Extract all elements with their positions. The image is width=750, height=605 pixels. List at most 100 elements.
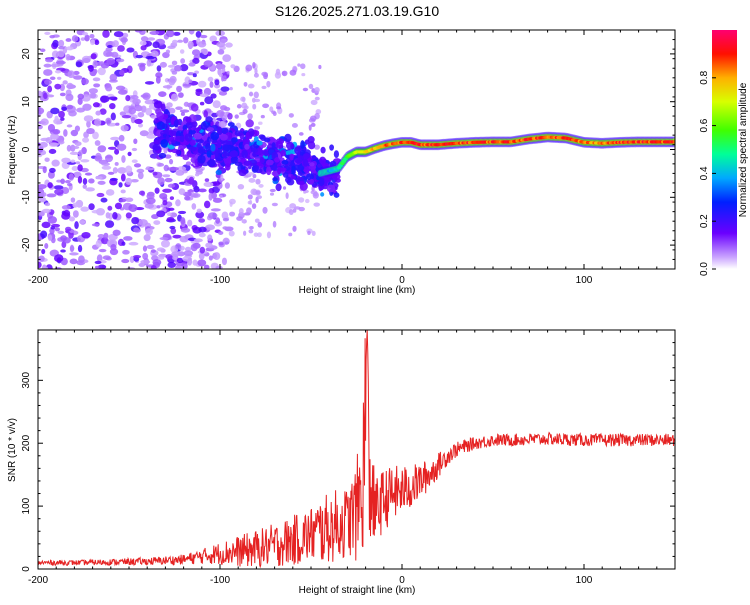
heatmap-noise-point [203,110,208,118]
heatmap-noise-point [255,178,261,185]
heatmap-noise-point [81,147,87,155]
heatmap-noise-point [99,61,104,65]
heatmap-noise-point [39,141,48,148]
heatmap-noise-point [179,64,189,72]
heatmap-noise-point [247,83,255,89]
heatmap-noise-point [188,79,193,83]
heatmap-noise-point [162,200,168,206]
heatmap-noise-point [44,157,50,162]
heatmap-noise-point [134,30,143,33]
heatmap-noise-point [266,231,272,239]
heatmap-noise-point [103,232,109,239]
heatmap-cluster-point [244,143,250,150]
heatmap-noise-point [136,168,145,174]
heatmap-noise-point [212,181,221,187]
heatmap-cluster-point [188,146,197,152]
heatmap-noise-point [47,171,55,179]
heatmap-noise-point [298,206,305,212]
heatmap-noise-point [207,234,213,242]
heatmap-noise-point [198,232,206,238]
spectrogram-y-label: Frequency (Hz) [7,116,18,185]
heatmap-noise-point [181,262,188,269]
heatmap-noise-point [142,245,148,252]
heatmap-noise-point [88,178,95,184]
heatmap-noise-point [51,159,60,167]
heatmap-noise-point [173,31,181,36]
heatmap-noise-point [192,259,198,266]
heatmap-noise-point [186,178,195,185]
heatmap-noise-point [167,212,172,217]
heatmap-noise-point [199,93,209,98]
heatmap-noise-point [226,70,230,75]
heatmap-noise-point [146,244,155,250]
heatmap-noise-point [120,189,126,194]
heatmap-noise-point [128,241,139,246]
heatmap-cluster-point [329,144,334,151]
heatmap-noise-point [175,199,181,207]
heatmap-noise-point [112,40,119,48]
heatmap-noise-point [180,217,186,225]
heatmap-noise-point [288,113,294,118]
heatmap-cluster-point [259,156,265,164]
heatmap-noise-point [135,54,143,59]
spectrogram-y-tick-label: -20 [21,237,32,252]
heatmap-noise-point [177,210,187,215]
heatmap-noise-point [49,167,56,173]
heatmap-cluster-point [175,149,181,155]
heatmap-noise-point [252,62,256,69]
heatmap-cluster-point [262,150,269,156]
heatmap-noise-point [135,105,143,112]
heatmap-noise-point [115,85,126,91]
heatmap-noise-point [269,192,275,196]
heatmap-noise-point [241,219,245,224]
heatmap-noise-point [121,115,132,119]
heatmap-noise-point [220,86,230,92]
heatmap-noise-point [97,264,107,269]
heatmap-noise-point [106,57,116,66]
heatmap-ridge-point [672,140,675,144]
snr-panel: -200 -100 0 100 0 100 200 300 Height of straig… [7,329,676,596]
heatmap-noise-point [51,50,60,59]
snr-x-tick-label: 0 [399,575,405,586]
heatmap-cluster-point [187,153,196,158]
heatmap-noise-point [195,168,204,172]
heatmap-noise-point [82,57,91,64]
heatmap-cluster-point [245,131,250,141]
heatmap-noise-point [68,216,75,222]
heatmap-noise-point [166,216,175,222]
heatmap-noise-point [99,108,107,115]
heatmap-cluster-point [259,135,266,142]
heatmap-noise-point [56,76,62,80]
heatmap-noise-point [60,249,66,253]
heatmap-noise-point [60,178,65,185]
heatmap-noise-point [309,115,317,122]
heatmap-noise-point [187,72,195,76]
heatmap-cluster-point [250,148,259,153]
heatmap-noise-point [208,192,213,201]
heatmap-noise-point [38,90,43,98]
heatmap-noise-point [179,109,190,113]
heatmap-noise-point [82,178,88,185]
heatmap-noise-point [92,77,101,82]
heatmap-noise-point [271,110,276,115]
heatmap-noise-point [196,208,202,214]
heatmap-noise-point [237,184,245,190]
heatmap-noise-point [187,189,195,193]
heatmap-noise-point [143,234,151,242]
colorbar-ticks: 0.0 0.2 0.4 0.6 0.8 [699,70,716,276]
heatmap-noise-point [104,154,114,163]
heatmap-noise-point [63,129,68,137]
heatmap-cluster-point [268,138,277,144]
heatmap-cluster-point [306,173,314,181]
heatmap-noise-point [79,220,86,225]
heatmap-noise-point [40,118,49,126]
heatmap-cluster-point [277,166,282,175]
heatmap-noise-point [69,151,79,155]
heatmap-cluster-point [207,159,217,167]
heatmap-noise-point [188,30,195,35]
heatmap-noise-point [175,106,183,110]
heatmap-noise-point [255,190,261,195]
heatmap-noise-point [94,260,102,265]
heatmap-noise-point [258,183,264,188]
